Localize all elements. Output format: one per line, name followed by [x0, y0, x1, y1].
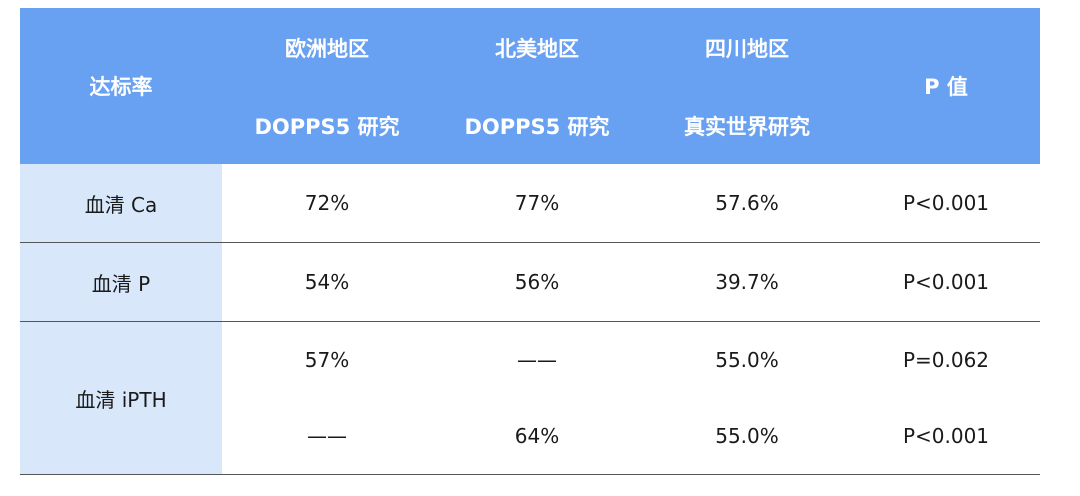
row-ca-label: 血清 Ca — [84, 192, 158, 217]
row-ipth-sub2-sichuan: 55.0% — [715, 424, 779, 448]
table-header: 达标率 欧洲地区 DOPPS5 研究 北美地区 DOPPS5 研究 四川地区 真… — [20, 8, 1040, 164]
row-p-na: 56% — [514, 270, 560, 294]
row-divider — [20, 321, 1040, 322]
header-sichuan-study: 真实世界研究 — [684, 115, 810, 139]
row-ipth-sub1-europe: 57% — [304, 348, 350, 372]
row-ipth-sub1-na: —— — [517, 348, 557, 372]
row-ca-na: 77% — [514, 191, 560, 215]
row-p-p: P<0.001 — [902, 270, 990, 294]
row-ipth-sub1-sichuan: 55.0% — [715, 348, 779, 372]
row-p-sichuan: 39.7% — [715, 270, 779, 294]
table-bottom-border — [20, 474, 1040, 475]
row-ca-europe: 72% — [304, 191, 350, 215]
row-p-europe: 54% — [304, 270, 350, 294]
header-sichuan-region: 四川地区 — [705, 37, 789, 61]
row-divider — [20, 242, 1040, 243]
header-p-value: P 值 — [924, 75, 968, 99]
row-p-label: 血清 P — [91, 271, 151, 296]
row-ca-p: P<0.001 — [902, 191, 990, 215]
row-ipth-label: 血清 iPTH — [75, 387, 167, 412]
label-column — [20, 164, 222, 475]
data-table: 达标率 欧洲地区 DOPPS5 研究 北美地区 DOPPS5 研究 四川地区 真… — [20, 8, 1040, 475]
row-ca-sichuan: 57.6% — [715, 191, 779, 215]
row-ipth-sub2-europe: —— — [307, 424, 347, 448]
header-europe-region: 欧洲地区 — [285, 37, 369, 61]
row-ipth-sub2-na: 64% — [514, 424, 560, 448]
header-europe-study: DOPPS5 研究 — [254, 115, 400, 139]
header-na-region: 北美地区 — [495, 37, 579, 61]
header-rate-label: 达标率 — [89, 75, 153, 99]
table-body: 血清 Ca 72% 77% 57.6% P<0.001 血清 P 54% 56%… — [20, 164, 1040, 475]
row-ipth-sub2-p: P<0.001 — [902, 424, 990, 448]
row-ipth-sub1-p: P=0.062 — [902, 348, 990, 372]
header-na-study: DOPPS5 研究 — [464, 115, 610, 139]
